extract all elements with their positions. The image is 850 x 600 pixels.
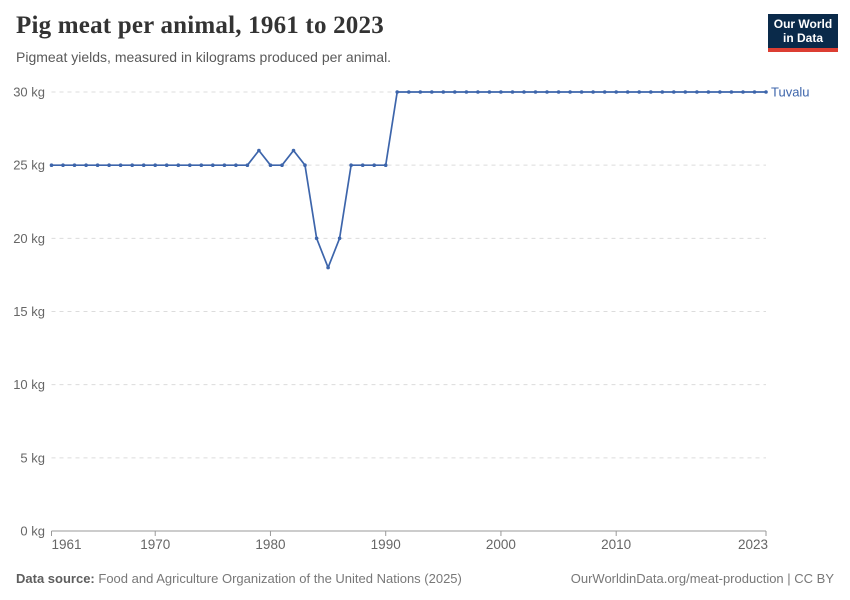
data-point-1977[interactable] [234, 163, 238, 167]
data-point-2005[interactable] [556, 90, 561, 94]
y-axis-label-25: 25 kg [13, 158, 45, 173]
chart-subtitle: Pigmeat yields, measured in kilograms pr… [16, 49, 392, 65]
data-point-2011[interactable] [625, 90, 630, 94]
x-axis-label-1980: 1980 [255, 537, 285, 552]
data-point-1982[interactable] [291, 148, 296, 153]
data-point-1988[interactable] [360, 163, 365, 167]
data-point-2014[interactable] [660, 90, 665, 94]
owid-logo: Our World in Data [768, 14, 838, 52]
data-point-2010[interactable] [614, 90, 618, 94]
data-point-1985[interactable] [326, 265, 330, 270]
data-point-1966[interactable] [107, 163, 111, 167]
data-point-2021[interactable] [741, 90, 745, 94]
x-axis-label-1990: 1990 [371, 537, 401, 552]
data-point-1976[interactable] [222, 163, 227, 167]
data-point-1981[interactable] [280, 163, 284, 167]
data-point-1973[interactable] [188, 163, 192, 167]
data-point-2016[interactable] [683, 90, 688, 94]
data-point-1996[interactable] [453, 90, 457, 94]
data-point-1979[interactable] [257, 148, 261, 153]
data-source-text: Food and Agriculture Organization of the… [98, 571, 462, 586]
data-point-2019[interactable] [718, 90, 722, 94]
series-label-tuvalu: Tuvalu [771, 85, 810, 100]
data-point-1992[interactable] [407, 90, 411, 94]
data-point-1969[interactable] [141, 163, 146, 167]
data-point-2002[interactable] [522, 90, 526, 94]
data-point-1995[interactable] [441, 90, 446, 94]
data-point-2001[interactable] [510, 90, 515, 94]
data-point-1968[interactable] [130, 163, 134, 167]
data-point-1999[interactable] [487, 90, 492, 94]
chart-footer: Data source: Food and Agriculture Organi… [16, 571, 834, 586]
data-point-2007[interactable] [579, 90, 584, 94]
data-point-2000[interactable] [499, 90, 503, 94]
data-point-2013[interactable] [649, 90, 653, 94]
data-point-1989[interactable] [372, 163, 377, 167]
data-line-tuvalu[interactable] [51, 91, 767, 269]
data-point-2022[interactable] [752, 90, 757, 94]
data-point-1972[interactable] [176, 163, 181, 167]
data-point-1974[interactable] [199, 163, 204, 167]
data-point-2012[interactable] [637, 90, 641, 94]
data-point-1986[interactable] [337, 236, 342, 241]
data-point-1978[interactable] [245, 163, 250, 167]
y-axis-label-0: 0 kg [20, 524, 45, 539]
data-point-1971[interactable] [164, 163, 169, 167]
x-axis-label-2000: 2000 [486, 537, 516, 552]
data-point-2023[interactable] [764, 90, 768, 94]
y-axis-label-20: 20 kg [13, 231, 45, 246]
x-axis-label-2023: 2023 [738, 537, 768, 552]
data-point-1998[interactable] [476, 90, 480, 94]
data-source: Data source: Food and Agriculture Organi… [16, 571, 462, 586]
data-point-1963[interactable] [72, 163, 77, 167]
owid-logo-line2: in Data [782, 31, 823, 45]
data-point-2017[interactable] [695, 90, 699, 94]
y-axis-label-5: 5 kg [20, 450, 45, 465]
owid-logo-line1: Our World [773, 17, 833, 31]
data-point-1983[interactable] [303, 163, 307, 167]
y-axis-label-10: 10 kg [13, 377, 45, 392]
data-point-1975[interactable] [211, 163, 215, 167]
data-point-1970[interactable] [153, 163, 157, 167]
data-point-1991[interactable] [395, 90, 400, 94]
data-point-2004[interactable] [545, 90, 549, 94]
data-point-1962[interactable] [61, 163, 65, 167]
data-point-1965[interactable] [95, 163, 100, 167]
x-axis-label-1970: 1970 [140, 537, 170, 552]
chart-header: Pig meat per animal, 1961 to 2023 Pigmea… [16, 12, 756, 65]
data-point-1967[interactable] [118, 163, 123, 167]
data-point-1980[interactable] [268, 163, 273, 167]
x-axis-label-2010: 2010 [601, 537, 631, 552]
data-point-1994[interactable] [430, 90, 434, 94]
data-point-1964[interactable] [84, 163, 88, 167]
y-axis-label-15: 15 kg [13, 304, 45, 319]
data-point-2003[interactable] [533, 90, 538, 94]
x-axis-label-1961: 1961 [52, 537, 82, 552]
data-point-1987[interactable] [349, 163, 353, 167]
data-point-1984[interactable] [314, 236, 319, 241]
data-point-2008[interactable] [591, 90, 595, 94]
data-point-1961[interactable] [49, 163, 54, 167]
data-point-2015[interactable] [672, 90, 676, 94]
data-point-2018[interactable] [706, 90, 711, 94]
chart-title: Pig meat per animal, 1961 to 2023 [16, 12, 384, 39]
data-point-2020[interactable] [729, 90, 734, 94]
data-point-1993[interactable] [418, 90, 423, 94]
y-axis-label-30: 30 kg [13, 85, 45, 100]
data-point-1997[interactable] [464, 90, 469, 94]
footer-credit: OurWorldinData.org/meat-production | CC … [570, 571, 834, 586]
data-source-label: Data source: [16, 571, 95, 586]
data-point-2009[interactable] [602, 90, 607, 94]
data-point-1990[interactable] [383, 163, 388, 167]
data-point-2006[interactable] [568, 90, 572, 94]
